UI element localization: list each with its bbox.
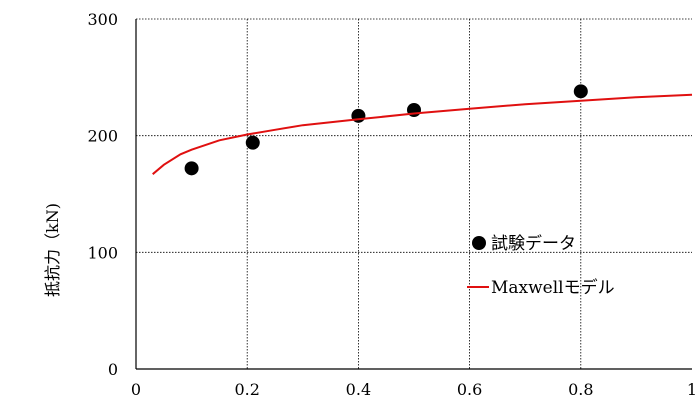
series xyxy=(152,84,693,176)
x-tick-label: 0 xyxy=(131,380,141,399)
data-point-test-data xyxy=(245,135,260,150)
legend: 試験データ Maxwellモデル xyxy=(467,233,615,298)
y-tick-label: 100 xyxy=(87,243,118,262)
grid xyxy=(136,19,692,369)
y-tick-label: 300 xyxy=(87,10,118,29)
data-point-test-data xyxy=(184,161,199,176)
x-tick-label: 0.6 xyxy=(457,380,482,399)
y-axis-title: 抵抗力（kN) xyxy=(43,203,62,297)
legend-label-maxwell: Maxwellモデル xyxy=(491,277,615,298)
tick-labels: 0 0.2 0.4 0.6 0.8 1 0 100 200 300 xyxy=(87,10,696,399)
legend-label-test-data: 試験データ xyxy=(491,233,576,254)
x-tick-label: 1 xyxy=(687,380,696,399)
x-tick-label: 0.8 xyxy=(568,380,593,399)
x-tick-label: 0.4 xyxy=(346,380,371,399)
data-point-test-data xyxy=(573,84,588,99)
y-tick-label: 200 xyxy=(87,127,118,146)
plot-frame xyxy=(135,18,692,370)
legend-marker-test-data xyxy=(472,236,486,250)
x-tick-label: 0.2 xyxy=(234,380,259,399)
y-tick-label: 0 xyxy=(108,360,118,379)
series-line-maxwell xyxy=(152,93,693,175)
